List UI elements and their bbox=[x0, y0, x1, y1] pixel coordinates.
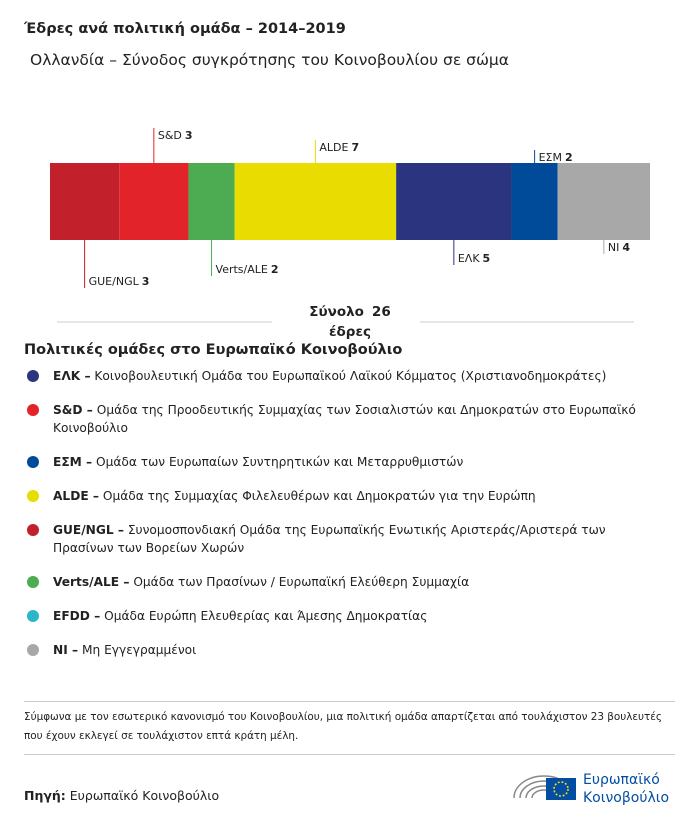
legend-abbr: ALDE – bbox=[53, 489, 99, 503]
legend-title: Πολιτικές ομάδες στο Ευρωπαϊκό Κοινοβούλ… bbox=[24, 342, 403, 358]
legend-abbr: Verts/ALE – bbox=[53, 575, 130, 589]
legend-dot bbox=[27, 524, 39, 536]
legend-dot bbox=[27, 644, 39, 656]
segment-name: ΕΣΜ bbox=[539, 151, 562, 164]
bar-segment bbox=[511, 163, 558, 240]
chart-subtitle: Ολλανδία – Σύνοδος συγκρότησης του Κοινο… bbox=[30, 51, 509, 69]
bar-segment bbox=[234, 163, 397, 240]
bar-segment bbox=[119, 163, 189, 240]
logo-text: Κοινοβούλιο bbox=[583, 790, 669, 806]
source-text: Ευρωπαϊκό Κοινοβούλιο bbox=[69, 788, 220, 803]
segment-name: NI bbox=[608, 241, 619, 254]
bar-segment bbox=[50, 163, 120, 240]
legend-abbr: S&D – bbox=[53, 403, 93, 417]
source: Πηγή: Ευρωπαϊκό Κοινοβούλιο bbox=[24, 788, 219, 803]
segment-name: GUE/NGL bbox=[89, 275, 140, 288]
segment-name: ΕΛΚ bbox=[458, 252, 480, 265]
chart: Έδρες ανά πολιτική ομάδα – 2014–2019 Ολλ… bbox=[23, 21, 650, 340]
segment-name: ALDE bbox=[319, 141, 348, 154]
legend-dot bbox=[27, 404, 39, 416]
legend-item: ΕΛΚ – Κοινοβουλευτική Ομάδα του Ευρωπαϊκ… bbox=[24, 367, 664, 385]
legend-text: Συνομοσπονδιακή Ομάδα της Ευρωπαϊκής Ενω… bbox=[53, 523, 606, 555]
segment-label: ALDE 7 bbox=[319, 141, 359, 154]
segment-label: ΕΛΚ 5 bbox=[458, 252, 490, 265]
divider bbox=[24, 754, 675, 755]
logo-text: Ευρωπαϊκό bbox=[583, 772, 660, 788]
legend-abbr: ΕΣΜ – bbox=[53, 455, 93, 469]
segment-label: NI 4 bbox=[608, 241, 630, 254]
legend-text: Ομάδα της Συμμαχίας Φιλελευθέρων και Δημ… bbox=[102, 489, 536, 503]
legend-text: Ομάδα της Προοδευτικής Συμμαχίας των Σοσ… bbox=[53, 403, 636, 435]
legend: Πολιτικές ομάδες στο Ευρωπαϊκό Κοινοβούλ… bbox=[24, 342, 664, 675]
segment-value: 2 bbox=[271, 263, 279, 276]
segment-value: 7 bbox=[351, 141, 359, 154]
segment-label: ΕΣΜ 2 bbox=[539, 151, 573, 164]
total-value: 26 bbox=[372, 304, 391, 320]
segment-label: GUE/NGL 3 bbox=[89, 275, 150, 288]
legend-item: Verts/ALE – Ομάδα των Πρασίνων / Ευρωπαϊ… bbox=[24, 573, 664, 591]
legend-abbr: GUE/NGL – bbox=[53, 523, 124, 537]
source-label: Πηγή: bbox=[24, 788, 66, 803]
footnote: Σύμφωνα με τον εσωτερικό κανονισμό του Κ… bbox=[24, 711, 663, 742]
legend-item: S&D – Ομάδα της Προοδευτικής Συμμαχίας τ… bbox=[24, 401, 664, 437]
legend-item: EFDD – Ομάδα Ευρώπη Ελευθερίας και Άμεση… bbox=[24, 607, 664, 625]
legend-text: Ομάδα των Ευρωπαίων Συντηρητικών και Μετ… bbox=[96, 455, 464, 469]
legend-text: Μη Εγγεγραμμένοι bbox=[81, 643, 197, 657]
legend-dot bbox=[27, 610, 39, 622]
segment-label: S&D 3 bbox=[158, 129, 193, 142]
segment-label: Verts/ALE 2 bbox=[216, 263, 279, 276]
total-unit: έδρες bbox=[329, 324, 371, 340]
divider bbox=[24, 701, 675, 702]
segment-value: 2 bbox=[565, 151, 573, 164]
segment-value: 3 bbox=[142, 275, 150, 288]
bar-segment bbox=[188, 163, 235, 240]
bar-segment bbox=[557, 163, 650, 240]
legend-item: NI – Μη Εγγεγραμμένοι bbox=[24, 641, 664, 659]
segment-value: 5 bbox=[483, 252, 491, 265]
chart-title: Έδρες ανά πολιτική ομάδα – 2014–2019 bbox=[23, 21, 346, 37]
bar-segment bbox=[396, 163, 512, 240]
segment-name: S&D bbox=[158, 129, 182, 142]
legend-item: GUE/NGL – Συνομοσπονδιακή Ομάδα της Ευρω… bbox=[24, 521, 664, 557]
legend-text: Κοινοβουλευτική Ομάδα του Ευρωπαϊκού Λαϊ… bbox=[94, 369, 607, 383]
legend-item: ΕΣΜ – Ομάδα των Ευρωπαίων Συντηρητικών κ… bbox=[24, 453, 664, 471]
legend-dot bbox=[27, 370, 39, 382]
segment-value: 4 bbox=[622, 241, 630, 254]
legend-abbr: ΕΛΚ – bbox=[53, 369, 91, 383]
legend-dot bbox=[27, 576, 39, 588]
legend-dot bbox=[27, 456, 39, 468]
legend-text: Ομάδα των Πρασίνων / Ευρωπαϊκή Ελεύθερη … bbox=[133, 575, 470, 589]
legend-item: ALDE – Ομάδα της Συμμαχίας Φιλελευθέρων … bbox=[24, 487, 664, 505]
legend-abbr: EFDD – bbox=[53, 609, 101, 623]
segment-name: Verts/ALE bbox=[216, 263, 268, 276]
segment-value: 3 bbox=[185, 129, 193, 142]
legend-dot bbox=[27, 490, 39, 502]
total-label: Σύνολο bbox=[309, 304, 364, 320]
legend-text: Ομάδα Ευρώπη Ελευθερίας και Άμεσης Δημοκ… bbox=[104, 609, 428, 623]
logo: Ευρωπαϊκό Κοινοβούλιο bbox=[513, 772, 669, 806]
total: Σύνολο 26 bbox=[309, 304, 390, 320]
legend-abbr: NI – bbox=[53, 643, 79, 657]
